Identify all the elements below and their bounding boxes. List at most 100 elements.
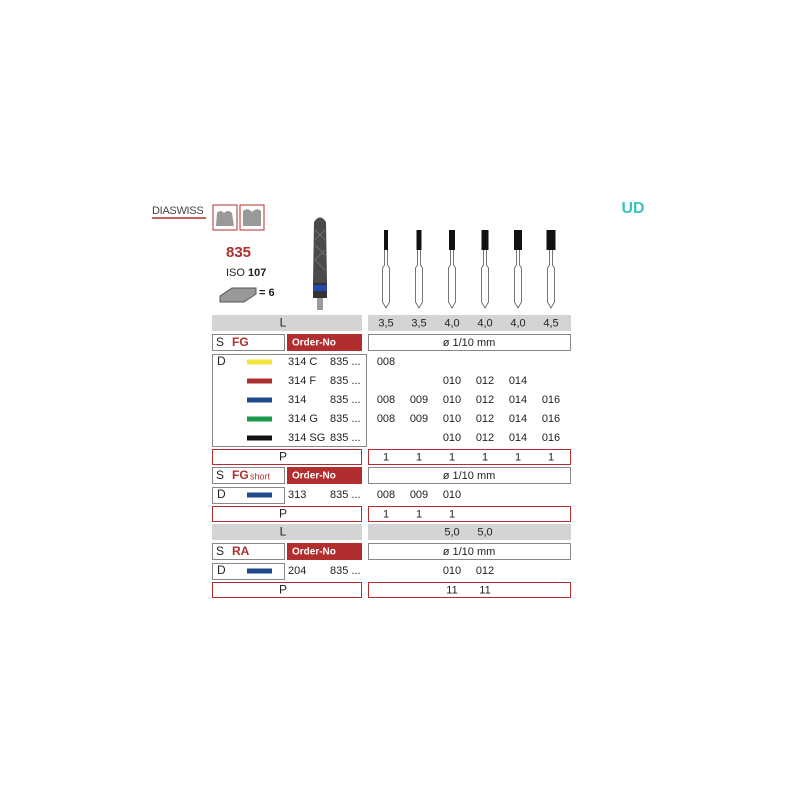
size-value: 008 [377, 489, 395, 501]
order-label: Order-No [292, 338, 336, 349]
bur-head [514, 230, 522, 250]
d-label: D [217, 354, 226, 368]
size-value: 010 [443, 432, 461, 444]
figure-number: 835 ... [330, 394, 361, 406]
bur-shank [317, 298, 323, 310]
length-label: L [280, 316, 287, 330]
unit-label: ø 1/10 mm [443, 470, 496, 482]
shank-type: FG [232, 468, 249, 482]
d-label: D [217, 563, 226, 577]
size-value: 014 [509, 394, 527, 406]
length-label: L [280, 525, 287, 539]
order-box [287, 334, 362, 351]
order-code: 314 C [288, 356, 317, 368]
shank-box [212, 467, 285, 484]
shank-box [212, 543, 285, 560]
order-code: 314 F [288, 375, 316, 387]
bur-outline [448, 250, 456, 309]
bur-texture [314, 229, 326, 271]
size-value: 012 [476, 394, 494, 406]
d-box [212, 563, 285, 580]
bur-head [416, 230, 422, 250]
order-box [287, 467, 362, 484]
size-value: 012 [476, 432, 494, 444]
order-label: Order-No [292, 547, 336, 558]
size-value: 010 [443, 413, 461, 425]
unit-box [368, 334, 571, 351]
size-value: 009 [410, 489, 428, 501]
d-label: D [217, 487, 226, 501]
bur-head [449, 230, 455, 250]
pack-count: = 6 [259, 287, 275, 299]
shank-s: S [216, 544, 224, 558]
length-bar [212, 315, 362, 331]
p-box [212, 506, 362, 522]
pack-value: 1 [548, 451, 554, 463]
brand: DIASWISS [152, 205, 203, 217]
bur-head [481, 230, 489, 250]
figure-number: 835 ... [330, 413, 361, 425]
order-code: 314 [288, 394, 306, 406]
pack-value: 1 [416, 451, 422, 463]
pack-value: 11 [446, 584, 457, 596]
length-value: 3,5 [378, 317, 393, 329]
length-value: 4,0 [444, 317, 459, 329]
bur-head [384, 230, 388, 250]
figure-number: 835 ... [330, 375, 361, 387]
unit-box [368, 543, 571, 560]
pack-value: 1 [383, 451, 389, 463]
order-box [287, 543, 362, 560]
shank-suffix: short [250, 471, 271, 481]
iso-number: 107 [248, 267, 266, 279]
size-value: 010 [443, 375, 461, 387]
color-swatch [247, 416, 272, 422]
size-value: 016 [542, 413, 560, 425]
length-value: 5,0 [477, 526, 492, 538]
size-value: 014 [509, 375, 527, 387]
order-label: Order-No [292, 471, 336, 482]
size-value: 012 [476, 565, 494, 577]
pack-value: 11 [479, 584, 490, 596]
size-value: 010 [443, 565, 461, 577]
bur-outline [382, 250, 390, 309]
pack-value: 1 [515, 451, 521, 463]
p-box [212, 582, 362, 598]
p-box [212, 449, 362, 465]
d-box [212, 487, 285, 504]
size-value: 008 [377, 413, 395, 425]
logo: UD [621, 200, 644, 217]
pack-value: 1 [416, 508, 422, 520]
color-swatch [247, 568, 272, 574]
bur-outline [514, 250, 522, 309]
color-swatch [247, 435, 272, 441]
iso-label: ISO [226, 267, 245, 279]
size-value: 009 [410, 413, 428, 425]
size-value: 014 [509, 413, 527, 425]
order-code: 314 SG [288, 432, 325, 444]
p-box [368, 582, 571, 598]
p-label: P [279, 450, 287, 464]
color-swatch [247, 378, 272, 384]
figure-number: 835 ... [330, 432, 361, 444]
size-value: 008 [377, 356, 395, 368]
figure-number: 835 ... [330, 565, 361, 577]
size-value: 008 [377, 394, 395, 406]
shank-s: S [216, 468, 224, 482]
length-bar [368, 315, 571, 331]
size-value: 010 [443, 489, 461, 501]
bur-outline [481, 250, 489, 309]
color-swatch [247, 492, 272, 498]
color-swatch [247, 359, 272, 365]
figure-number: 835 ... [330, 356, 361, 368]
shank-s: S [216, 335, 224, 349]
color-swatch [247, 397, 272, 403]
order-code: 204 [288, 565, 306, 577]
pack-icon [219, 287, 257, 303]
size-value: 016 [542, 432, 560, 444]
product-number: 835 [226, 244, 251, 261]
p-box [368, 506, 571, 522]
unit-box [368, 467, 571, 484]
tooth-shape [243, 209, 261, 226]
shank-type: RA [232, 544, 250, 558]
unit-label: ø 1/10 mm [443, 546, 496, 558]
